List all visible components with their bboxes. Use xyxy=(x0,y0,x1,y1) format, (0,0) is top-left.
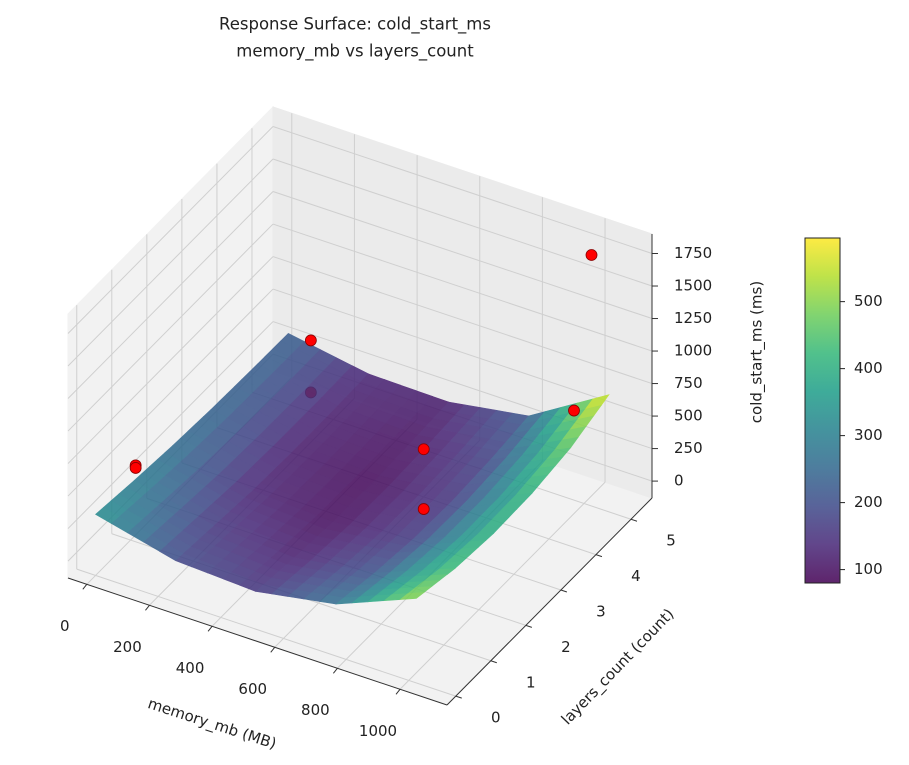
y-tick xyxy=(455,695,462,699)
surface-patch xyxy=(399,592,425,600)
y-tick xyxy=(630,518,638,522)
grid-line xyxy=(272,256,653,385)
y-tick-label: 0 xyxy=(491,709,501,727)
z-tick-label: 1250 xyxy=(674,309,712,327)
z-tick-label: 1750 xyxy=(674,244,712,262)
scatter-point xyxy=(129,462,142,474)
x-tick-label: 800 xyxy=(301,701,330,719)
colorbar-tick-label: 500 xyxy=(854,292,883,310)
colorbar-tick-label: 400 xyxy=(854,359,883,377)
scatter-point xyxy=(585,249,598,261)
colorbar-tick-label: 100 xyxy=(854,560,883,578)
plot-3d: 0 200 400 600 800 1000 0 1 2 3 4 5 0 250 500 750 1000 125… xyxy=(60,105,712,740)
y-tick-label: 1 xyxy=(526,673,536,691)
x-tick-label: 600 xyxy=(238,680,267,698)
y-tick xyxy=(560,589,568,593)
x-tick xyxy=(332,667,338,674)
y-tick-label: 2 xyxy=(561,638,571,656)
x-tick xyxy=(270,646,276,653)
x-tick-label: 1000 xyxy=(359,722,397,740)
x-tick xyxy=(395,688,401,695)
z-tick-label: 1000 xyxy=(674,342,712,360)
chart-subtitle: memory_mb vs layers_count xyxy=(236,42,474,62)
grid-line xyxy=(272,321,653,450)
axis-line xyxy=(67,577,448,706)
grid-line xyxy=(272,288,653,417)
x-tick xyxy=(207,625,213,632)
y-tick-label: 3 xyxy=(596,603,606,621)
y-axis-label: layers_count (count) xyxy=(558,605,679,729)
x-tick-label: 200 xyxy=(113,638,142,656)
y-tick xyxy=(490,660,497,664)
colorbar xyxy=(804,237,841,584)
axis-line xyxy=(446,497,653,706)
grid-line xyxy=(272,191,653,320)
grid-line xyxy=(399,481,606,690)
z-tick-label: 750 xyxy=(674,374,703,392)
grid-line xyxy=(67,321,274,529)
scatter-point xyxy=(568,404,580,417)
grid-line xyxy=(67,256,274,464)
scatter-point xyxy=(304,334,317,347)
z-axis-label: cold_start_ms (ms) xyxy=(748,281,767,423)
chart-title: Response Surface: cold_start_ms xyxy=(219,15,491,35)
grid-line xyxy=(272,158,653,287)
x-tick xyxy=(82,583,88,590)
grid-line xyxy=(272,126,653,254)
colorbar-tick-label: 200 xyxy=(854,493,883,511)
grid-line xyxy=(67,223,274,432)
z-tick-label: 250 xyxy=(674,439,703,457)
y-tick-label: 4 xyxy=(631,567,641,585)
surface xyxy=(95,333,610,605)
colorbar-tick-label: 300 xyxy=(854,426,883,444)
scatter-point xyxy=(417,443,430,456)
grid-line xyxy=(67,158,274,367)
z-tick-label: 1500 xyxy=(674,277,712,295)
y-tick-label: 5 xyxy=(666,532,676,550)
x-axis-label: memory_mb (MB) xyxy=(145,694,278,753)
z-tick-label: 500 xyxy=(674,407,703,425)
x-tick-label: 0 xyxy=(60,617,70,635)
x-tick xyxy=(145,604,150,611)
grid-line xyxy=(76,568,456,697)
grid-line xyxy=(67,288,274,497)
grid-line xyxy=(67,126,274,334)
grid-line xyxy=(67,191,274,399)
y-tick xyxy=(595,554,603,558)
grid-line xyxy=(272,223,653,352)
z-tick-label: 0 xyxy=(674,472,684,490)
y-tick xyxy=(525,624,533,628)
scatter-point xyxy=(417,503,430,515)
x-tick-label: 400 xyxy=(176,659,205,677)
